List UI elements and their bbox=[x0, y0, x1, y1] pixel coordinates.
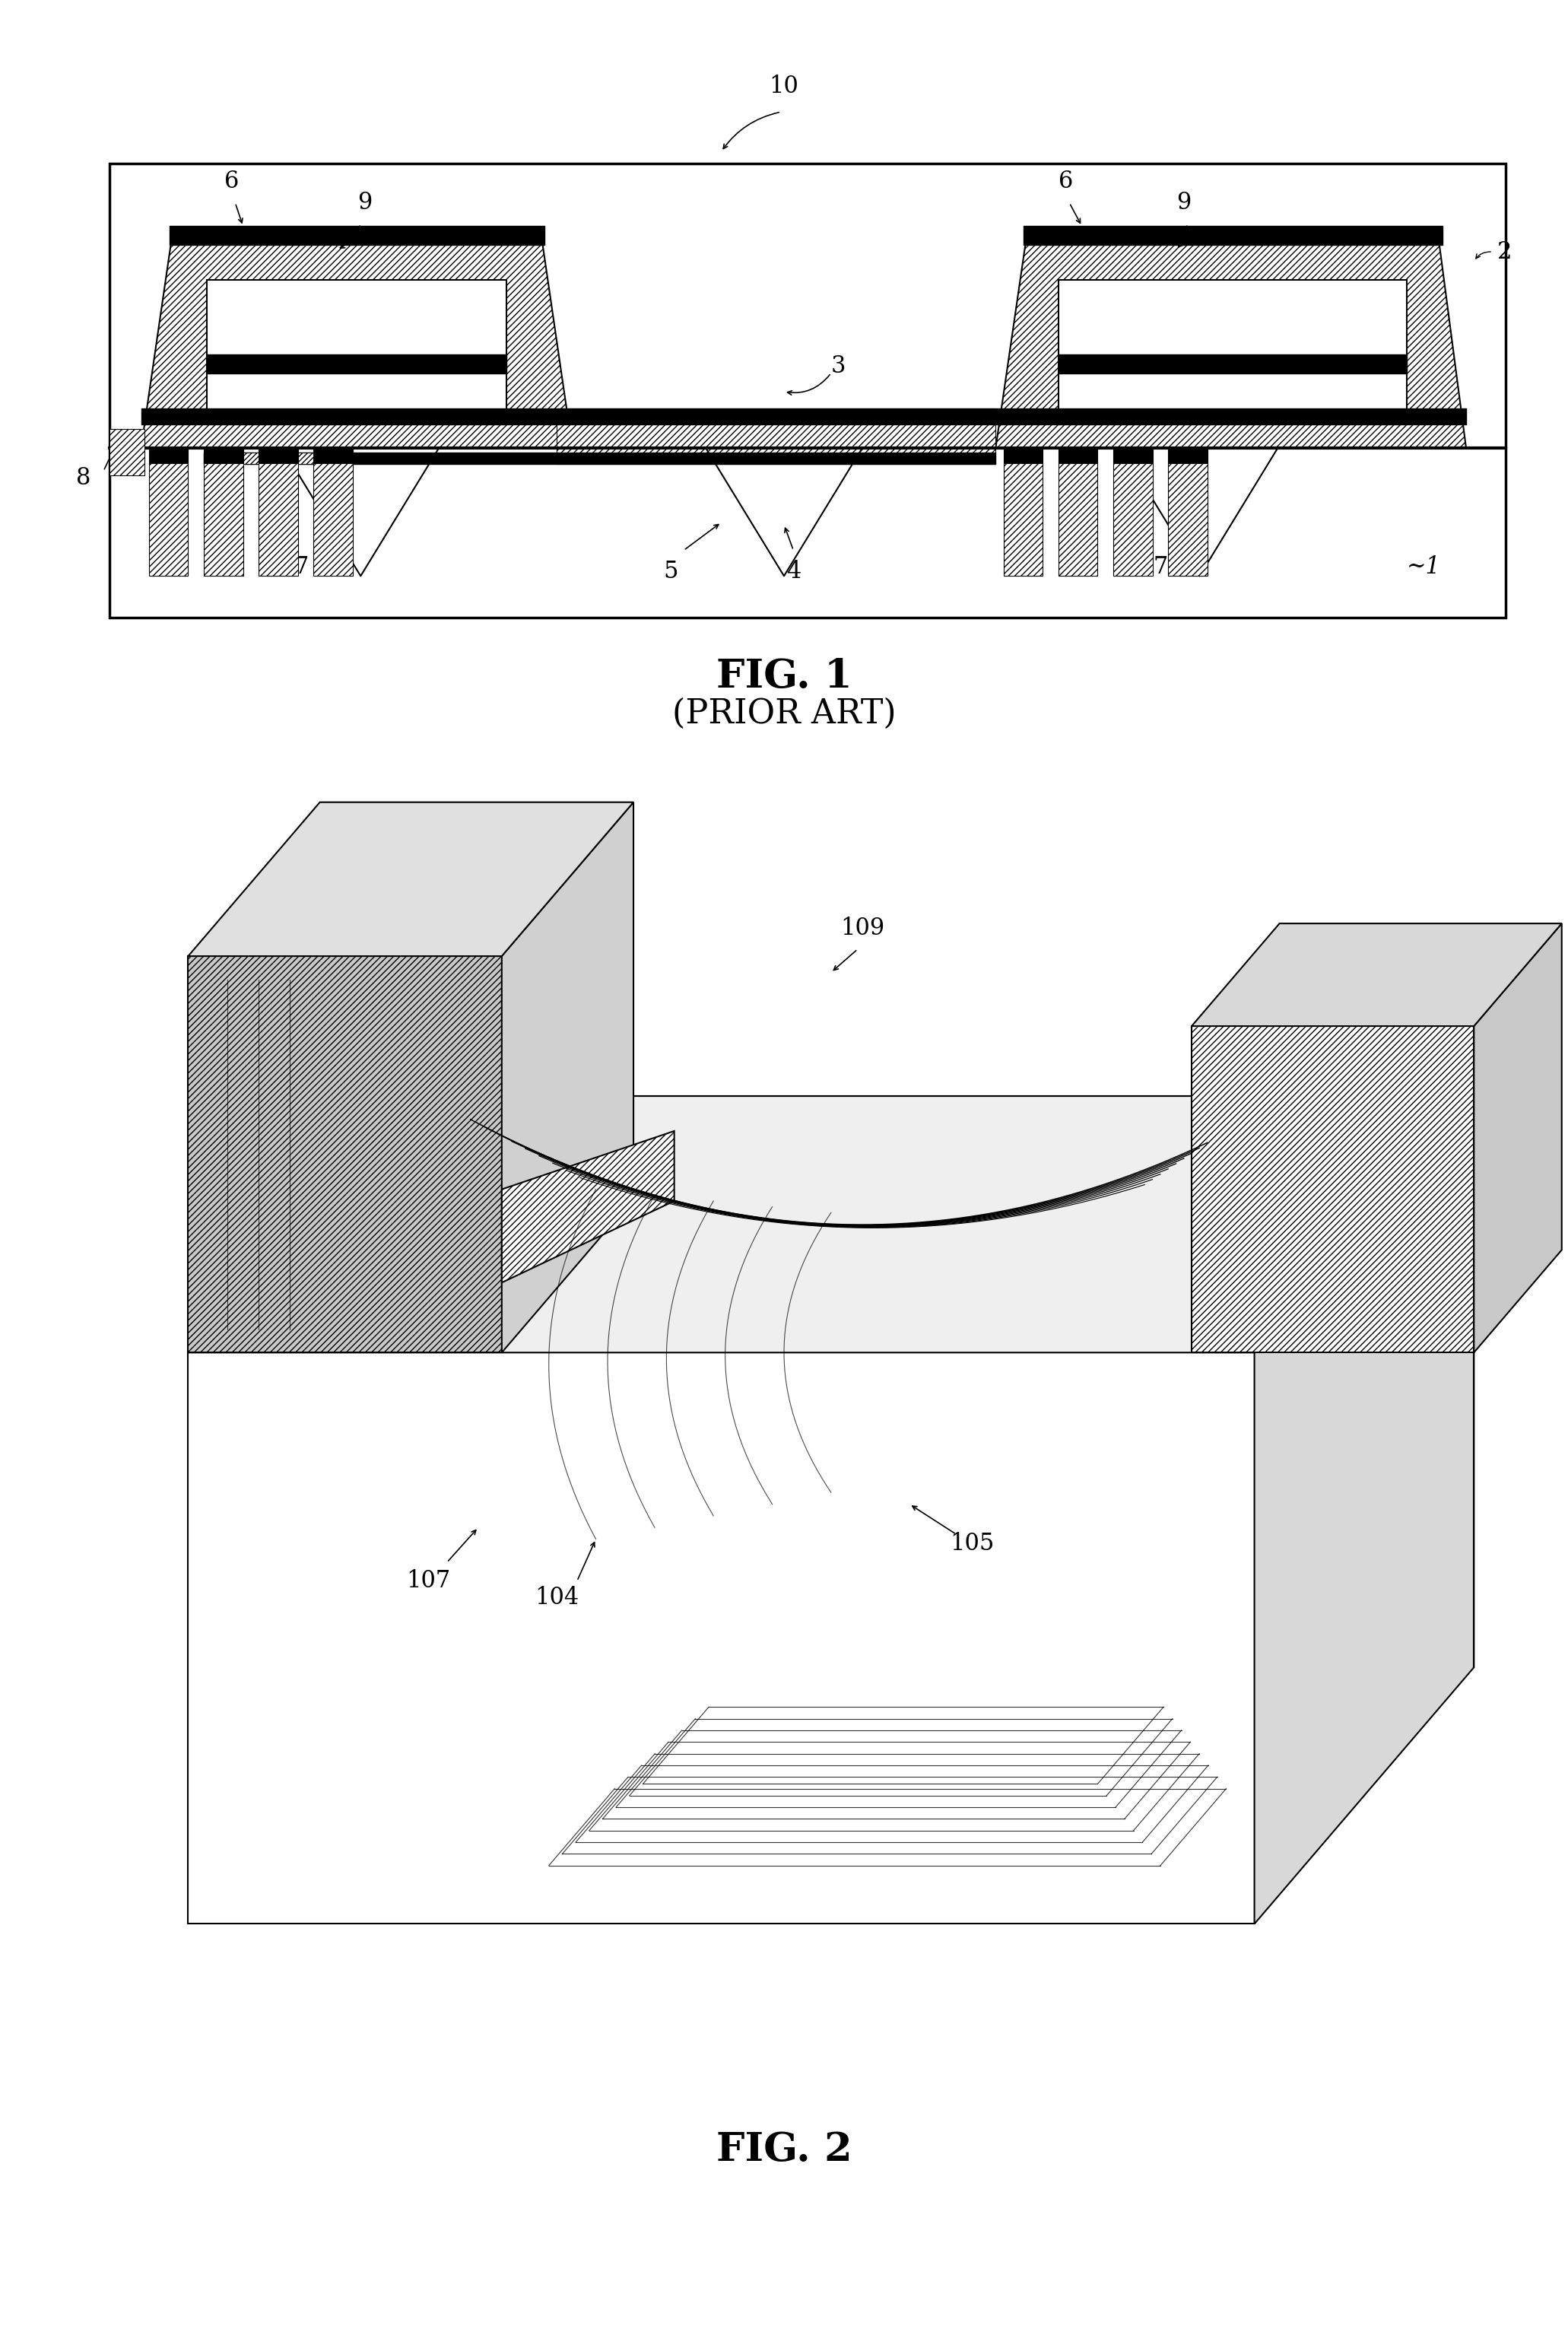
Bar bbox=[1004, 448, 1043, 464]
Bar bbox=[557, 408, 996, 464]
Text: 8: 8 bbox=[77, 466, 91, 490]
Text: 5: 5 bbox=[663, 560, 679, 583]
Text: 103: 103 bbox=[1377, 1161, 1421, 1185]
Text: 106: 106 bbox=[326, 998, 370, 1021]
Polygon shape bbox=[1192, 1026, 1474, 1353]
Polygon shape bbox=[188, 802, 633, 956]
Text: 109: 109 bbox=[840, 916, 884, 940]
Text: 10: 10 bbox=[770, 75, 798, 98]
Bar bbox=[149, 448, 188, 576]
Text: 100: 100 bbox=[359, 840, 403, 863]
Bar bbox=[149, 448, 188, 464]
Polygon shape bbox=[1474, 923, 1562, 1353]
Bar bbox=[204, 448, 243, 464]
Polygon shape bbox=[502, 1131, 674, 1283]
Bar bbox=[1058, 280, 1406, 424]
Text: 9: 9 bbox=[358, 191, 372, 215]
Text: 6: 6 bbox=[1058, 170, 1074, 194]
Polygon shape bbox=[1254, 1096, 1474, 1924]
Text: 6: 6 bbox=[224, 170, 240, 194]
Bar bbox=[204, 452, 329, 464]
Bar bbox=[259, 448, 298, 576]
Polygon shape bbox=[188, 956, 502, 1353]
Text: 4: 4 bbox=[786, 560, 801, 583]
Bar bbox=[1058, 448, 1098, 576]
Text: 7: 7 bbox=[1152, 555, 1168, 578]
Text: 2: 2 bbox=[1497, 240, 1512, 264]
Text: FIG. 1: FIG. 1 bbox=[717, 658, 851, 695]
Bar bbox=[314, 448, 353, 576]
Text: (PRIOR ART): (PRIOR ART) bbox=[673, 697, 895, 730]
Text: 101: 101 bbox=[1367, 979, 1411, 1003]
Polygon shape bbox=[502, 802, 633, 1353]
Polygon shape bbox=[188, 1353, 1254, 1924]
Polygon shape bbox=[141, 233, 572, 448]
Text: 108: 108 bbox=[263, 1259, 307, 1283]
Bar bbox=[1168, 448, 1207, 576]
Text: 102: 102 bbox=[1374, 1084, 1417, 1108]
Bar bbox=[314, 448, 353, 464]
Bar bbox=[1113, 448, 1152, 576]
Text: 107: 107 bbox=[406, 1569, 450, 1593]
Bar bbox=[1058, 448, 1098, 464]
Bar bbox=[204, 448, 243, 576]
Text: 104: 104 bbox=[535, 1586, 579, 1609]
Polygon shape bbox=[996, 233, 1466, 448]
Text: ~1: ~1 bbox=[1406, 555, 1441, 578]
Bar bbox=[1168, 448, 1207, 464]
Bar bbox=[259, 448, 298, 464]
Text: 105: 105 bbox=[950, 1532, 994, 1555]
Bar bbox=[110, 429, 144, 476]
Bar bbox=[110, 163, 1505, 618]
Text: 7: 7 bbox=[293, 555, 309, 578]
Polygon shape bbox=[188, 1096, 1474, 1353]
Bar bbox=[207, 280, 506, 424]
Bar bbox=[1004, 448, 1043, 576]
Bar bbox=[1113, 448, 1152, 464]
Text: 9: 9 bbox=[1176, 191, 1192, 215]
Text: 3: 3 bbox=[831, 354, 845, 378]
Polygon shape bbox=[1192, 923, 1562, 1026]
Text: FIG. 2: FIG. 2 bbox=[717, 2131, 851, 2169]
